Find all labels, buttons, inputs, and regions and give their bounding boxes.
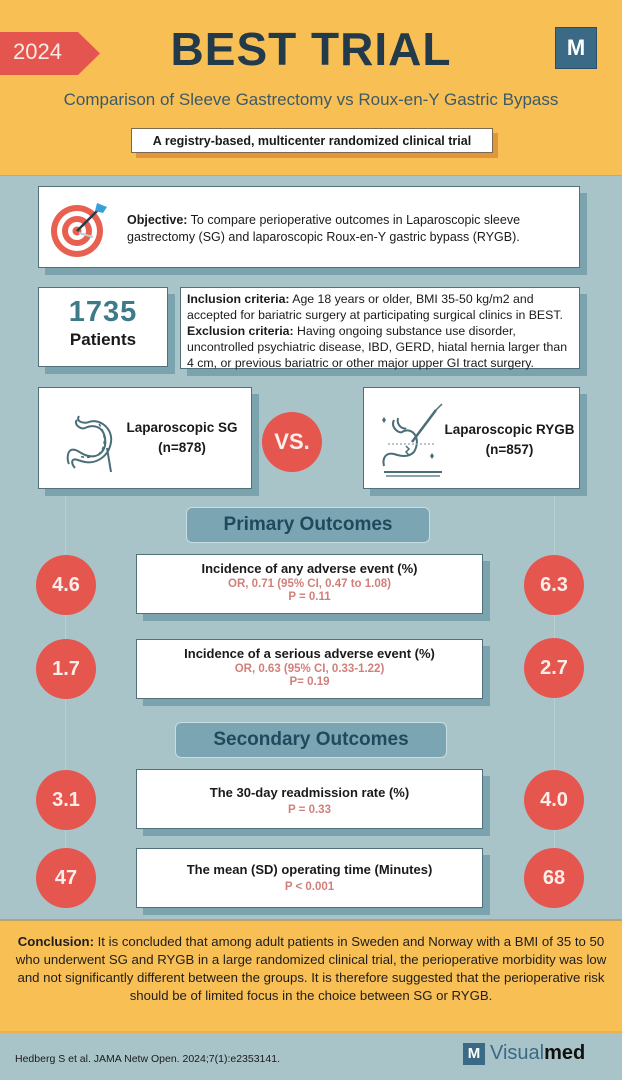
objective-body: To compare perioperative outcomes in Lap…: [127, 213, 521, 244]
brand-word-med: med: [544, 1042, 586, 1064]
stomach-scalpel-icon: [382, 403, 443, 477]
rygb-arm-label: Laparoscopic RYGB (n=857): [442, 420, 577, 460]
rygb-arm-n: (n=857): [485, 442, 534, 457]
outcome-card-operating-time: The mean (SD) operating time (Minutes) P…: [136, 848, 483, 908]
citation: Hedberg S et al. JAMA Netw Open. 2024;7(…: [15, 1053, 280, 1065]
outcome-p-value: P= 0.19: [289, 676, 330, 688]
brand-word-visual: Visual: [490, 1042, 545, 1064]
year-tag: 2024: [0, 32, 100, 75]
visualmed-brand: M Visual med: [463, 1042, 585, 1065]
patient-count-label: Patients: [69, 330, 137, 349]
patient-count: 1735: [68, 296, 138, 328]
objective-label: Objective:: [127, 213, 188, 227]
year-label: 2024: [13, 39, 62, 64]
visualmed-m-icon: M: [463, 1042, 485, 1065]
inclusion-text: Age 18 years or older, BMI 35-50 kg/m2 a…: [187, 292, 563, 322]
outcome-card-readmission: The 30-day readmission rate (%) P = 0.33: [136, 769, 483, 829]
sg-value-readmission: 3.1: [36, 770, 96, 830]
outcome-title: Incidence of a serious adverse event (%): [184, 646, 435, 661]
sg-arm-card: Laparoscopic SG (n=878): [38, 387, 252, 489]
outcome-card-any-adverse: Incidence of any adverse event (%) OR, 0…: [136, 554, 483, 614]
rygb-value-any-adverse: 6.3: [524, 555, 584, 615]
visualmed-logo-icon: M: [555, 27, 597, 69]
rygb-value-serious-adverse: 2.7: [524, 638, 584, 698]
outcome-title: Incidence of any adverse event (%): [201, 561, 418, 576]
stomach-icon: [66, 415, 113, 472]
sg-arm-label: Laparoscopic SG (n=878): [117, 418, 247, 458]
outcome-p-value: P < 0.001: [284, 881, 335, 893]
target-icon: [51, 203, 107, 257]
conclusion-text: It is concluded that among adult patient…: [15, 934, 607, 1003]
exclusion-text: Having ongoing substance use disorder, u…: [187, 324, 568, 370]
sg-value-operating-time: 47: [36, 848, 96, 908]
outcome-odds-ratio: OR, 0.71 (95% CI, 0.47 to 1.08): [228, 578, 391, 590]
page-title: BEST TRIAL: [170, 23, 452, 75]
rygb-arm-card: Laparoscopic RYGB (n=857): [363, 387, 580, 489]
secondary-outcomes-header: Secondary Outcomes: [175, 722, 447, 758]
rygb-arm-name: Laparoscopic RYGB: [444, 422, 575, 437]
outcome-card-serious-adverse: Incidence of a serious adverse event (%)…: [136, 639, 483, 699]
objective-text: Objective: To compare perioperative outc…: [127, 212, 567, 246]
exclusion-label: Exclusion criteria:: [187, 324, 294, 338]
outcome-p-value: P = 0.33: [288, 804, 331, 816]
sg-value-serious-adverse: 1.7: [36, 639, 96, 699]
outcome-odds-ratio: OR, 0.63 (95% CI, 0.33-1.22): [234, 663, 385, 675]
objective-card: Objective: To compare perioperative outc…: [38, 186, 580, 268]
outcome-p-value: P = 0.11: [288, 591, 331, 603]
eligibility-criteria-card: Inclusion criteria: Age 18 years or olde…: [180, 287, 580, 370]
header-banner: 2024 BEST TRIAL M Comparison of Sleeve G…: [0, 0, 622, 176]
primary-outcomes-header: Primary Outcomes: [186, 507, 430, 543]
outcome-title: The mean (SD) operating time (Minutes): [186, 862, 433, 877]
outcome-title: The 30-day readmission rate (%): [209, 785, 410, 800]
conclusion-label: Conclusion:: [17, 934, 94, 949]
patients-count-card: 1735 Patients: [38, 287, 168, 367]
sg-value-any-adverse: 4.6: [36, 555, 96, 615]
sg-arm-name: Laparoscopic SG: [126, 420, 238, 435]
sg-arm-n: (n=878): [158, 440, 206, 455]
versus-badge: VS.: [262, 412, 322, 472]
rygb-value-readmission: 4.0: [524, 770, 584, 830]
page-subtitle: Comparison of Sleeve Gastrectomy vs Roux…: [63, 90, 559, 109]
conclusion-panel: Conclusion: It is concluded that among a…: [0, 919, 622, 1033]
study-design-tagline: A registry-based, multicenter randomized…: [131, 128, 493, 153]
inclusion-label: Inclusion criteria:: [187, 292, 290, 306]
rygb-value-operating-time: 68: [524, 848, 584, 908]
